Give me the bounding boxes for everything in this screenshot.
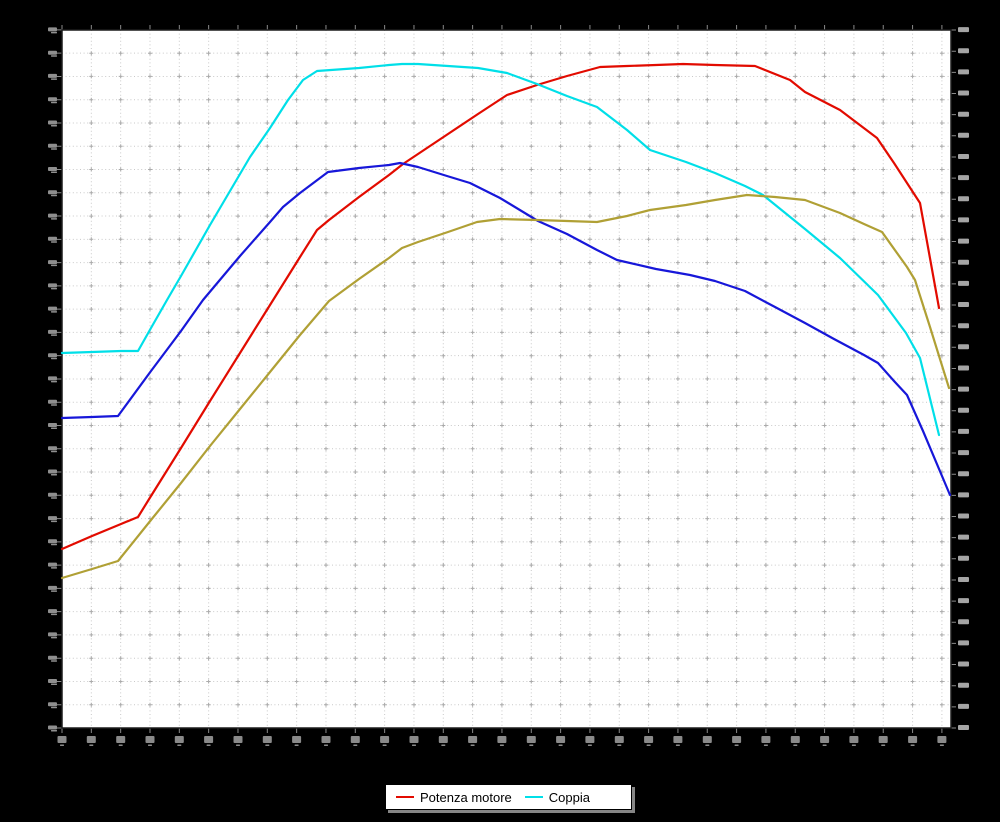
x-tick-labels xyxy=(57,736,947,746)
axis-tick-marks xyxy=(57,25,956,733)
series-coppia xyxy=(60,62,941,437)
series-unlabeled-blue xyxy=(60,161,952,497)
legend-swatch xyxy=(396,796,414,798)
y-left-tick-labels xyxy=(48,27,57,732)
legend-item: Potenza motore xyxy=(396,790,512,805)
legend: Potenza motore Coppia xyxy=(385,784,632,810)
series-potenza-motore xyxy=(60,62,941,551)
grid-intersections xyxy=(89,51,944,707)
y-right-tick-labels xyxy=(958,27,969,730)
legend-label: Coppia xyxy=(548,789,590,805)
legend-item: Coppia xyxy=(524,789,590,805)
series-unlabeled-olive xyxy=(60,193,951,580)
plot-border xyxy=(61,29,952,729)
legend-label: Potenza motore xyxy=(420,789,512,805)
legend-swatch xyxy=(524,796,543,798)
